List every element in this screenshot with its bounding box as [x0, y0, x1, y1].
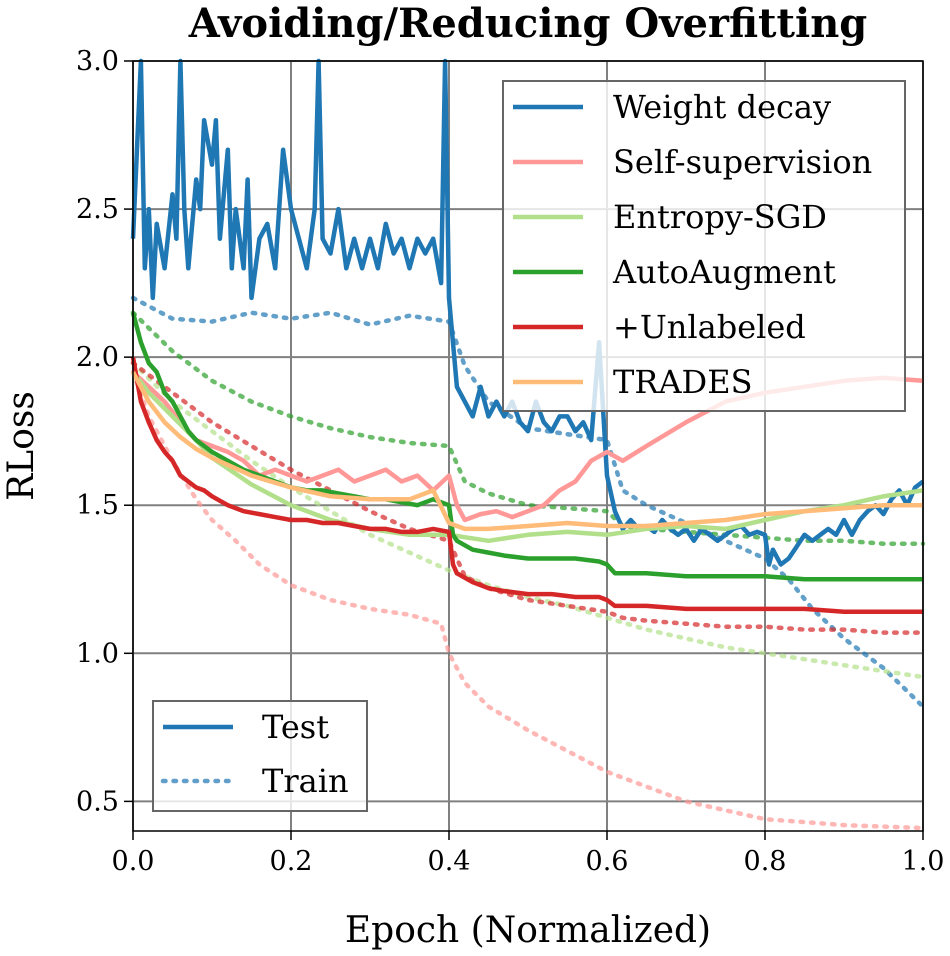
x-tick-label: 0.2 — [270, 846, 313, 877]
y-tick-label: 1.0 — [76, 638, 119, 669]
series-lines — [130, 58, 926, 831]
linestyle-legend-box — [152, 700, 368, 812]
y-axis-label: RLoss — [1, 391, 42, 501]
weight-decay-test-line — [130, 58, 925, 567]
autoaugment-test-line — [130, 312, 923, 582]
unlabeled-train-line — [130, 360, 926, 635]
plot-area-frame — [132, 60, 924, 832]
trades-test-line — [131, 370, 923, 532]
legend-label-autoaugment: AutoAugment — [612, 253, 836, 291]
unlabeled-test-line — [130, 356, 923, 615]
x-axis-label: Epoch (Normalized) — [345, 910, 711, 951]
chart-title: Avoiding/Reducing Overfitting — [188, 0, 868, 47]
legend-label-train: Train — [262, 762, 349, 800]
y-tick-label: 2.0 — [76, 342, 119, 373]
legend-label-trades: TRADES — [613, 363, 752, 401]
x-tick-label: 0.6 — [586, 846, 629, 877]
y-tick-label: 0.5 — [76, 786, 119, 817]
y-tick-label: 1.5 — [76, 490, 119, 521]
x-tick-label: 1.0 — [902, 846, 945, 877]
x-tick-label: 0.0 — [112, 846, 155, 877]
self-supervision-train-line — [130, 369, 926, 831]
entropy-sgd-train-line — [130, 360, 926, 680]
legend-label-entropy-sgd: Entropy-SGD — [613, 198, 827, 236]
linestyle-legend: Test Train — [152, 700, 368, 812]
entropy-sgd-test-line — [131, 370, 924, 544]
axis-ticks: 0.0 0.2 0.4 0.6 0.8 1.0 0.5 1.0 1.5 2.0 2.5 3.0 — [76, 46, 944, 877]
weight-decay-train-line — [130, 295, 926, 709]
y-tick-label: 2.5 — [76, 194, 119, 225]
legend-label-self-supervision: Self-supervision — [613, 143, 872, 181]
y-tick-label: 3.0 — [76, 46, 119, 77]
legend-label-test: Test — [262, 708, 329, 746]
legend-label-unlabeled: +Unlabeled — [613, 308, 806, 346]
series-legend: Weight decay Self-supervision Entropy-SGD A… — [502, 80, 906, 412]
self-supervision-test-line — [131, 370, 924, 523]
series-legend-box — [502, 80, 906, 412]
autoaugment-train-line — [130, 310, 926, 546]
x-tick-label: 0.4 — [428, 846, 471, 877]
x-tick-label: 0.8 — [744, 846, 787, 877]
legend-label-weight-decay: Weight decay — [613, 88, 831, 126]
